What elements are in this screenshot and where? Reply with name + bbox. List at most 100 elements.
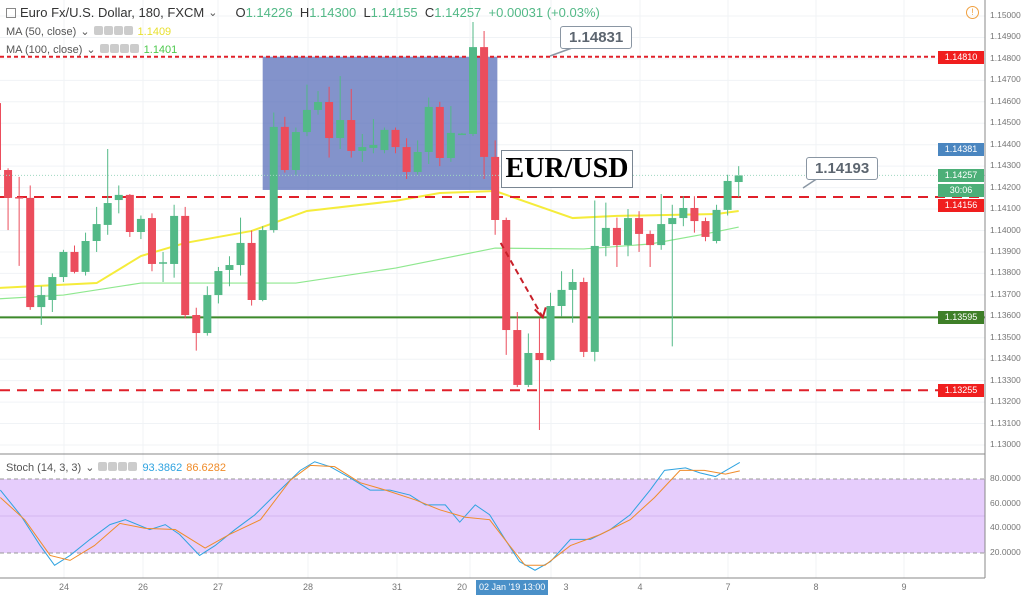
candle-body xyxy=(170,215,179,264)
callout-mid[interactable]: 1.14193 xyxy=(806,157,879,180)
candle-body xyxy=(712,209,721,242)
price-tick: 1.14500 xyxy=(990,117,1021,128)
ma50-value: 1.1409 xyxy=(137,25,172,38)
chevron-down-icon[interactable]: ⌄ xyxy=(80,26,90,38)
price-tick: 1.13800 xyxy=(990,267,1021,278)
candle-body xyxy=(668,218,677,225)
time-tick: 3 xyxy=(563,582,569,592)
stoch-legend: Stoch (14, 3, 3) ⌄ 93.3862 86.6282 xyxy=(6,461,226,474)
candle-body xyxy=(734,175,743,183)
indicator-buttons[interactable] xyxy=(99,43,140,56)
price-tick: 1.14700 xyxy=(990,74,1021,85)
time-tick: 31 xyxy=(391,582,403,592)
callout-high[interactable]: 1.14831 xyxy=(560,26,633,49)
ohlc-values: O1.14226 H1.14300 L1.14155 C1.14257 +0.0… xyxy=(235,5,600,20)
price-tick: 1.13600 xyxy=(990,310,1021,321)
ma100-legend: MA (100, close) ⌄ 1.1401 xyxy=(6,43,177,56)
ma100-value: 1.1401 xyxy=(143,43,178,56)
candle-body xyxy=(136,218,145,233)
ma50-line xyxy=(0,190,739,289)
price-tick: 1.13700 xyxy=(990,288,1021,299)
price-tick: 1.14100 xyxy=(990,203,1021,214)
candle-body xyxy=(181,215,190,316)
candle-body xyxy=(314,102,323,110)
stoch-K-line xyxy=(0,461,741,571)
price-badge: 1.13595 xyxy=(938,311,984,325)
price-tick: 1.13200 xyxy=(990,396,1021,407)
chevron-down-icon[interactable]: ⌄ xyxy=(86,44,96,56)
price-tick: 1.14800 xyxy=(990,52,1021,63)
candle-body xyxy=(435,106,444,158)
candle-body xyxy=(690,207,699,222)
candle-body xyxy=(81,241,90,272)
time-tick: 28 xyxy=(302,582,314,592)
range-box xyxy=(262,56,498,190)
candle-body xyxy=(26,197,35,308)
candle-body xyxy=(37,295,46,308)
candle-body xyxy=(679,207,688,219)
price-tick: 1.13900 xyxy=(990,245,1021,256)
candle-body xyxy=(325,102,334,139)
title-box[interactable]: EUR/USD xyxy=(501,150,633,188)
candle-body xyxy=(513,330,522,385)
candle-body xyxy=(546,306,555,361)
stoch-D-line xyxy=(0,464,740,566)
candle-body xyxy=(358,147,367,151)
candle-body xyxy=(258,230,267,300)
stoch-d-value: 86.6282 xyxy=(186,461,226,474)
symbol-title[interactable]: Euro Fx/U.S. Dollar, 180, FXCM xyxy=(20,5,205,20)
time-tick: 20 xyxy=(456,582,468,592)
candle-body xyxy=(457,133,466,136)
candle-body xyxy=(70,251,79,272)
price-badge: 1.14156 xyxy=(938,199,984,213)
candle-body xyxy=(568,281,577,290)
candle-body xyxy=(701,221,710,237)
candle-body xyxy=(391,129,400,148)
candle-body xyxy=(469,47,478,134)
time-tick: 4 xyxy=(637,582,643,592)
time-tick: 9 xyxy=(901,582,907,592)
chevron-down-icon[interactable]: ⌄ xyxy=(85,462,95,474)
candle-body xyxy=(48,277,57,300)
candle-body xyxy=(59,251,68,278)
time-tick: 27 xyxy=(212,582,224,592)
candle-body xyxy=(535,352,544,361)
time-tick: 7 xyxy=(725,582,731,592)
ma100-label[interactable]: MA (100, close) xyxy=(6,43,83,56)
candle-body xyxy=(302,109,311,133)
candle-body xyxy=(413,151,422,172)
candle-body xyxy=(15,197,24,199)
price-tick: 1.13500 xyxy=(990,331,1021,342)
candle-body xyxy=(480,47,489,157)
price-badge: 1.14810 xyxy=(938,50,984,64)
candle-body xyxy=(601,227,610,246)
candle-body xyxy=(635,218,644,234)
candle-body xyxy=(225,265,234,270)
price-badge: 1.14381 xyxy=(938,142,984,156)
price-tick: 1.14000 xyxy=(990,224,1021,235)
candle-body xyxy=(347,120,356,151)
stoch-tick: 40.0000 xyxy=(990,522,1021,533)
ma50-label[interactable]: MA (50, close) xyxy=(6,25,77,38)
candle-body xyxy=(402,147,411,172)
candle-body xyxy=(579,281,588,352)
candle-body xyxy=(291,132,300,171)
chevron-down-icon[interactable]: ⌄ xyxy=(208,7,218,19)
stoch-label[interactable]: Stoch (14, 3, 3) xyxy=(6,461,82,474)
price-tick: 1.15000 xyxy=(990,10,1021,20)
price-badge: 1.14257 xyxy=(938,169,984,183)
price-tick: 1.14900 xyxy=(990,31,1021,42)
warning-icon[interactable]: ! xyxy=(966,6,979,19)
dashed-arrow xyxy=(499,242,544,318)
candle-body xyxy=(4,170,13,198)
collapse-icon[interactable] xyxy=(6,7,16,18)
price-badge: 30:06 xyxy=(938,184,984,198)
indicator-buttons[interactable] xyxy=(98,461,138,474)
indicator-buttons[interactable] xyxy=(93,25,134,38)
stoch-k-value: 93.3862 xyxy=(142,461,183,474)
ma50-legend: MA (50, close) ⌄ 1.1409 xyxy=(6,25,171,38)
candle-body xyxy=(159,262,168,264)
candle-body xyxy=(247,242,256,300)
